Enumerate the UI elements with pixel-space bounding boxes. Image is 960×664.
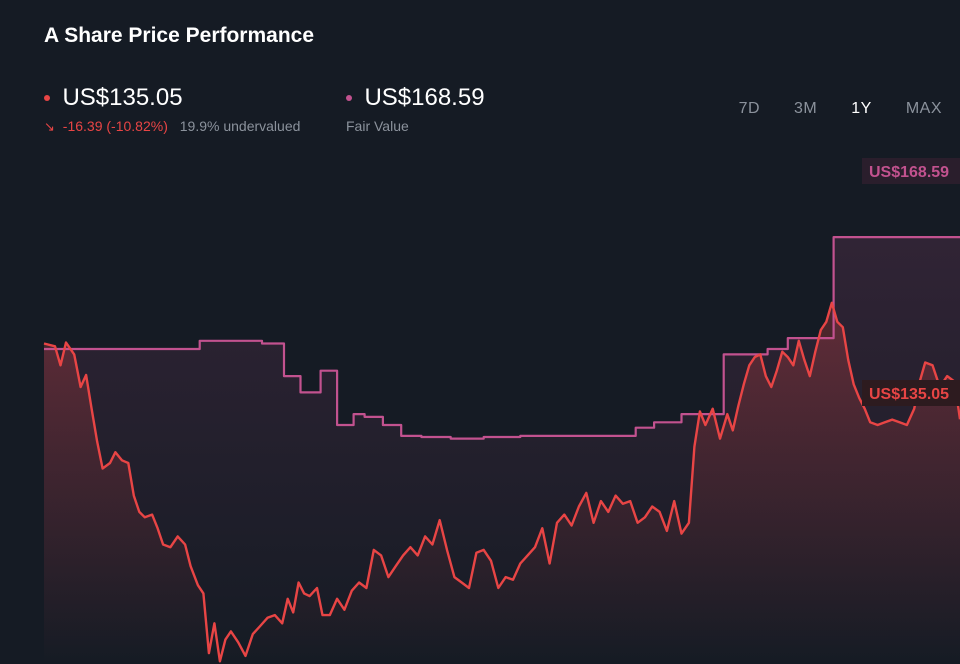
price-end-label: US$135.05 — [869, 386, 949, 403]
price-line-area — [44, 302, 960, 664]
tab-max[interactable]: MAX — [905, 100, 942, 117]
fair-value-stat: US$168.59 Fair Value — [346, 84, 485, 134]
chart-title: A Share Price Performance — [44, 24, 315, 47]
current-price: US$135.05 — [62, 84, 183, 111]
price-dot-icon — [44, 94, 50, 101]
tab-1y[interactable]: 1Y — [851, 100, 872, 117]
price-change: -16.39 (-10.82%) — [62, 118, 168, 134]
fair-value-end-tag: US$168.59 — [862, 158, 960, 184]
fair-value-dot-icon — [346, 94, 352, 101]
time-range-tabs: 7D 3M 1Y MAX — [705, 100, 942, 118]
fair-value-line — [44, 236, 960, 440]
tab-7d[interactable]: 7D — [738, 100, 761, 117]
price-line — [43, 301, 960, 663]
fair-value-price: US$168.59 — [364, 84, 485, 111]
tab-3m[interactable]: 3M — [794, 100, 818, 117]
price-stat: US$135.05 ↘ -16.39 (-10.82%) 19.9% under… — [44, 84, 300, 135]
fair-value-end-label: US$168.59 — [869, 164, 949, 181]
price-end-tag: US$135.05 — [862, 380, 960, 406]
arrow-down-right-icon: ↘ — [44, 119, 55, 134]
fair-value-label: Fair Value — [346, 118, 409, 134]
valuation-note: 19.9% undervalued — [179, 118, 301, 134]
